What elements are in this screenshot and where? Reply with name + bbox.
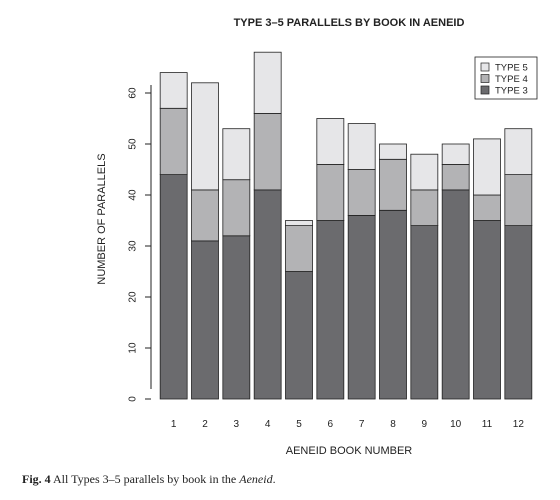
bar-segment-type-4-book-11 (473, 194, 501, 221)
bar-segment-type-5-book-2 (191, 82, 219, 191)
x-tick-label: 3 (234, 419, 240, 430)
bar-segment-type-3-book-1 (159, 174, 188, 400)
bar-segment-type-3-book-5 (285, 271, 313, 400)
caption-label: Fig. 4 (22, 472, 51, 486)
bar-segment-type-5-book-9 (410, 153, 439, 191)
bar-segment-type-3-book-9 (410, 225, 439, 400)
legend-swatch-type-5 (480, 62, 490, 72)
x-axis-label: AENEID BOOK NUMBER (286, 445, 413, 457)
bar-segment-type-4-book-4 (253, 113, 282, 191)
x-tick-label: 11 (482, 419, 493, 430)
y-tick-label: 30 (128, 240, 139, 252)
bar-segment-type-5-book-4 (253, 51, 282, 114)
bar-segment-type-3-book-4 (253, 189, 282, 400)
bar-segment-type-4-book-1 (159, 107, 188, 176)
bar-segment-type-5-book-10 (441, 143, 470, 165)
x-tick-label: 2 (202, 419, 208, 430)
y-axis-label: NUMBER OF PARALLELS (96, 153, 108, 284)
bar-segment-type-4-book-9 (410, 189, 439, 226)
figure-caption: Fig. 4 All Types 3–5 parallels by book i… (22, 472, 276, 487)
chart-svg: TYPE 3–5 PARALLELS BY BOOK IN AENEID 010… (96, 17, 538, 457)
bar-segment-type-3-book-10 (441, 189, 470, 400)
chart-title: TYPE 3–5 PARALLELS BY BOOK IN AENEID (234, 17, 465, 29)
legend-label: TYPE 3 (495, 86, 528, 97)
x-tick-label: 7 (359, 419, 365, 430)
bar-segment-type-5-book-6 (316, 118, 345, 165)
y-tick-label: 10 (128, 342, 139, 354)
bar-segment-type-3-book-7 (347, 214, 376, 400)
x-tick-label: 6 (328, 419, 334, 430)
x-tick-label: 1 (171, 419, 177, 430)
bar-segment-type-5-book-12 (504, 128, 533, 175)
bar-segment-type-4-book-2 (191, 189, 219, 242)
caption-text: All Types 3–5 parallels by book in the (50, 472, 240, 486)
bar-segment-type-5-book-8 (379, 143, 407, 160)
bar-segment-type-4-book-10 (441, 163, 470, 191)
x-tick-label: 9 (422, 419, 428, 430)
y-tick-label: 40 (128, 189, 139, 201)
bar-segment-type-3-book-12 (504, 225, 533, 400)
y-tick-label: 20 (128, 291, 139, 303)
bar-segment-type-4-book-8 (379, 158, 407, 211)
caption-italic: Aeneid (239, 472, 273, 486)
legend-swatch-type-4 (480, 74, 490, 83)
y-axis-ticks: 0 10 20 30 40 50 60 (128, 87, 151, 402)
x-tick-label: 12 (513, 419, 525, 430)
bar-segment-type-5-book-11 (473, 138, 501, 196)
bar-segment-type-3-book-8 (379, 209, 407, 400)
bar-segment-type-3-book-6 (316, 220, 345, 400)
legend-label: TYPE 5 (495, 63, 528, 74)
bar-segment-type-3-book-2 (191, 240, 219, 400)
legend-label: TYPE 4 (495, 74, 528, 85)
x-tick-label: 8 (390, 419, 396, 430)
x-tick-label: 10 (450, 419, 462, 430)
bar-segment-type-5-book-3 (222, 128, 251, 181)
x-axis-ticks: 1 2 3 4 5 6 7 8 9 10 11 12 (171, 419, 524, 430)
x-tick-label: 4 (265, 419, 271, 430)
bar-segment-type-4-book-7 (347, 169, 376, 216)
plot-area (159, 51, 533, 400)
y-tick-label: 0 (128, 396, 139, 402)
bar-segment-type-5-book-5 (285, 220, 313, 226)
legend-swatch-type-3 (480, 85, 490, 95)
bar-segment-type-4-book-3 (222, 179, 251, 237)
bar-segment-type-3-book-3 (222, 235, 251, 400)
bar-segment-type-3-book-11 (473, 220, 501, 400)
bar-segment-type-4-book-5 (285, 225, 313, 272)
y-tick-label: 60 (128, 87, 139, 99)
bar-segment-type-4-book-12 (504, 174, 533, 227)
caption-text-end: . (272, 472, 276, 486)
bar-segment-type-5-book-7 (347, 123, 376, 170)
x-tick-label: 5 (296, 419, 302, 430)
y-tick-label: 50 (128, 138, 139, 150)
bar-segment-type-5-book-1 (159, 72, 188, 109)
bar-segment-type-4-book-6 (316, 163, 345, 221)
